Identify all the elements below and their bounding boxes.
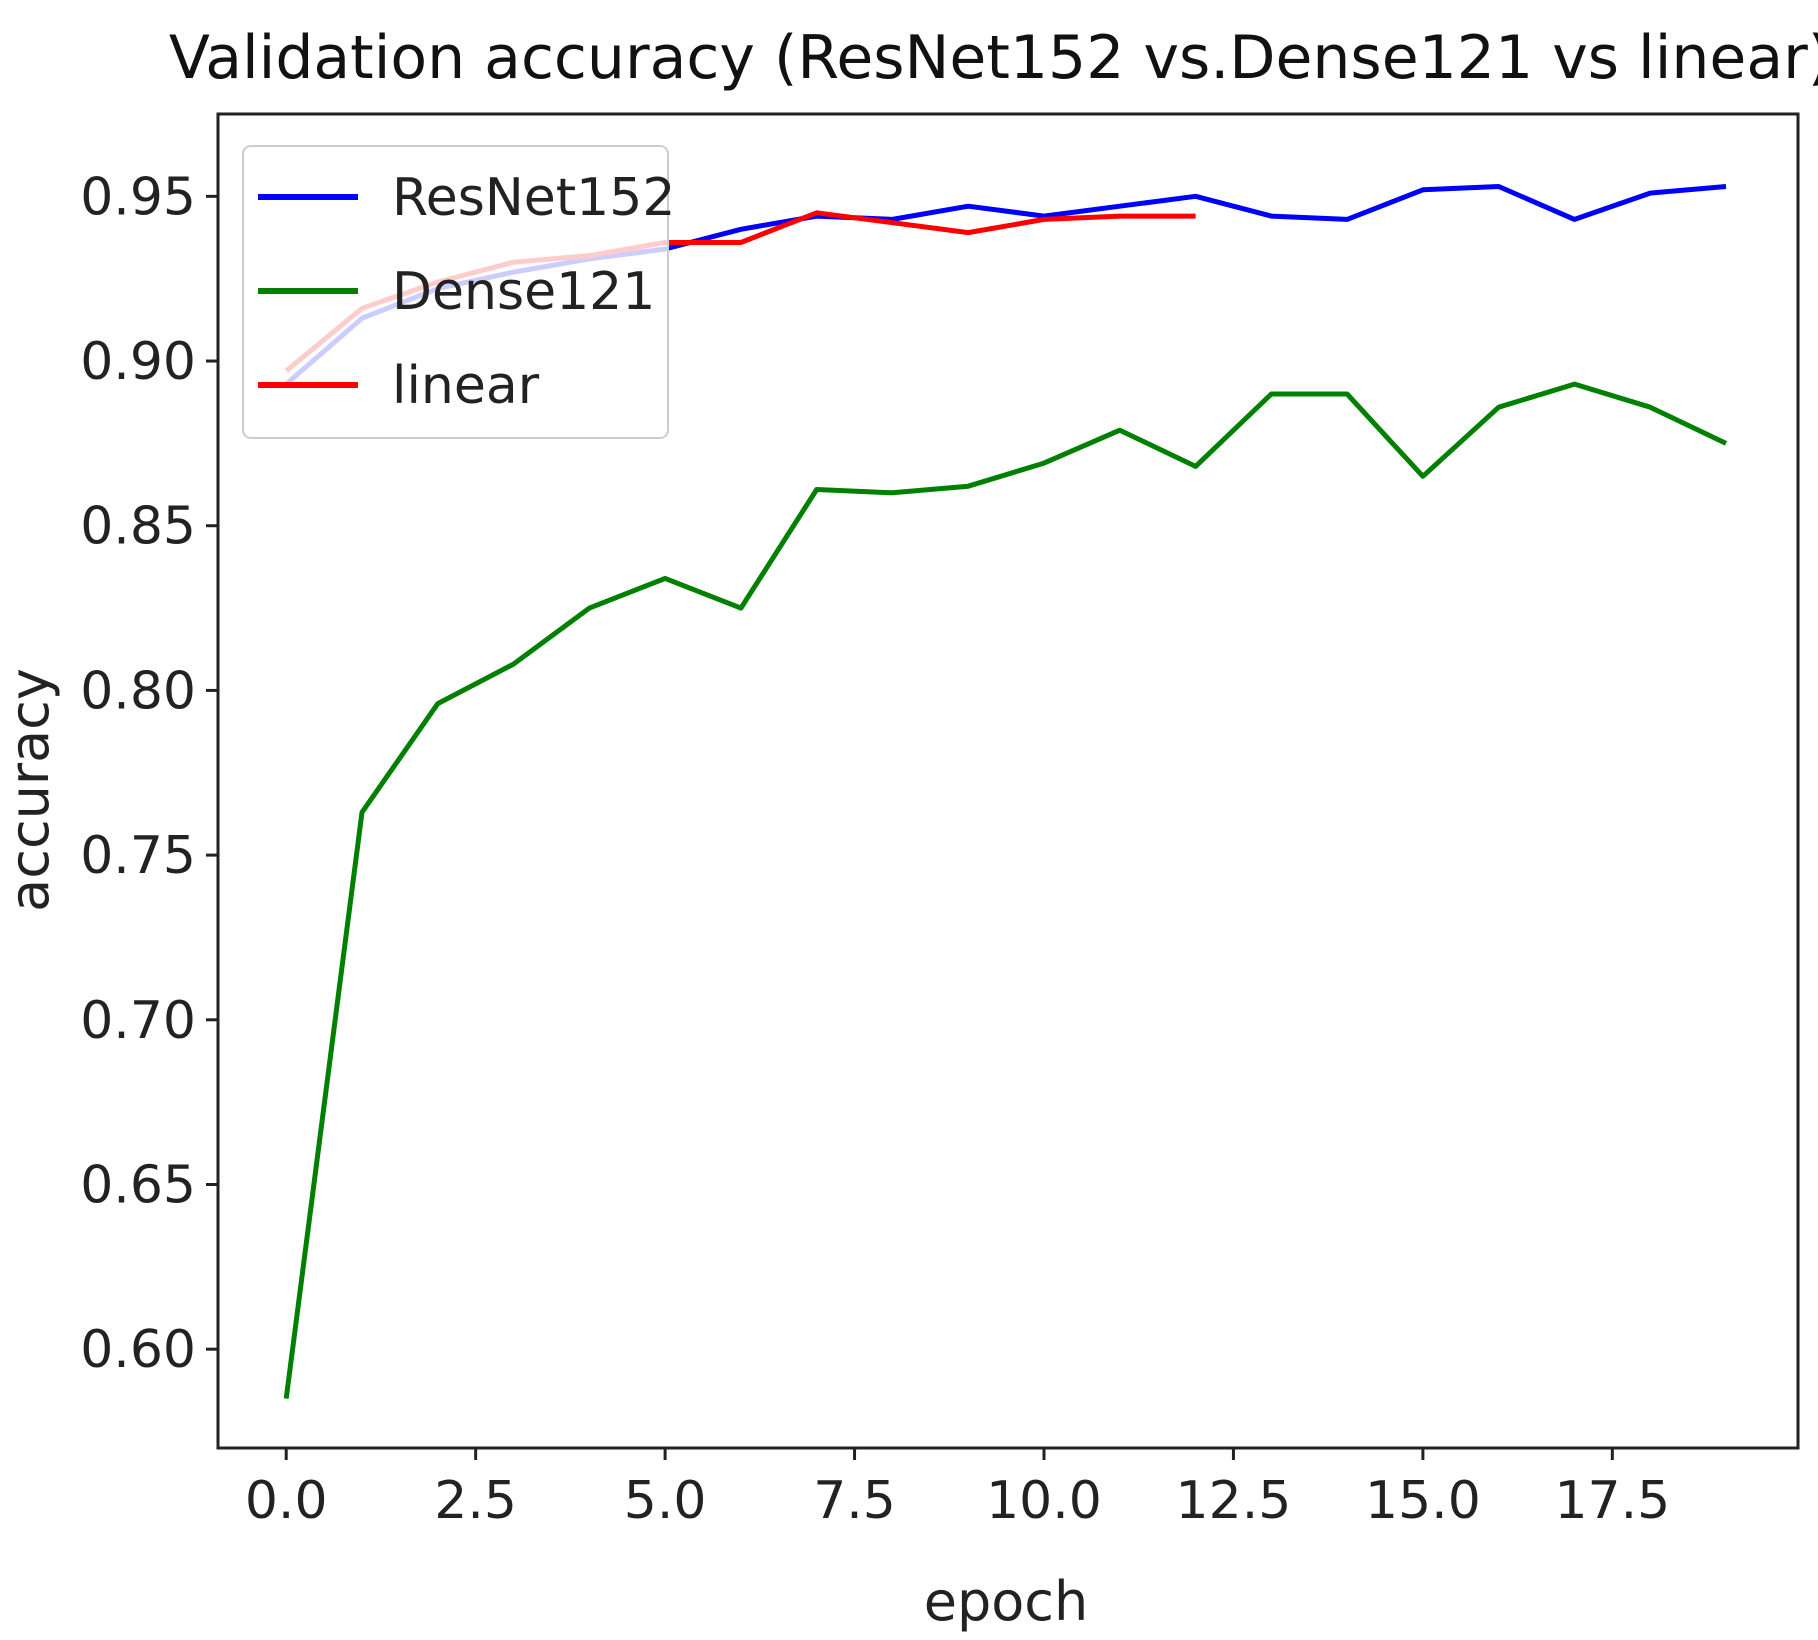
x-tick-label: 17.5 (1554, 1471, 1670, 1531)
x-tick-label: 12.5 (1176, 1471, 1292, 1531)
x-tick-label: 2.5 (434, 1471, 517, 1531)
x-tick-label: 15.0 (1365, 1471, 1481, 1531)
x-tick-label: 7.5 (813, 1471, 896, 1531)
y-tick-label: 0.90 (80, 332, 196, 392)
y-tick-label: 0.60 (80, 1320, 196, 1380)
legend-label: Dense121 (392, 262, 655, 322)
x-tick-label: 10.0 (986, 1471, 1102, 1531)
legend-box (242, 145, 669, 439)
y-tick-label: 0.95 (80, 167, 196, 227)
legend-items: ResNet152 Dense121 linear (258, 168, 675, 416)
legend: ResNet152 Dense121 linear (242, 145, 675, 439)
plot-frame (216, 112, 1800, 1450)
x-axis: 0.0 2.5 5.0 7.5 10.0 12.5 15.0 17.5 (245, 1448, 1670, 1531)
y-tick-label: 0.70 (80, 991, 196, 1051)
chart-title: Validation accuracy (ResNet152 vs.Dense1… (169, 23, 1818, 93)
x-axis-title: epoch (924, 1570, 1088, 1633)
series-line-dense121 (283, 381, 1728, 1399)
x-tick-label: 0.0 (245, 1471, 328, 1531)
y-tick-label: 0.80 (80, 661, 196, 721)
y-tick-label: 0.75 (80, 826, 196, 886)
y-axis-title: accuracy (0, 668, 61, 912)
y-tick-label: 0.85 (80, 497, 196, 557)
legend-label: linear (392, 356, 540, 416)
y-tick-label: 0.65 (80, 1155, 196, 1215)
y-axis: 0.60 0.65 0.70 0.75 0.80 0.85 0.90 0.95 (80, 167, 218, 1380)
legend-label: ResNet152 (392, 168, 675, 228)
x-tick-label: 5.0 (624, 1471, 707, 1531)
